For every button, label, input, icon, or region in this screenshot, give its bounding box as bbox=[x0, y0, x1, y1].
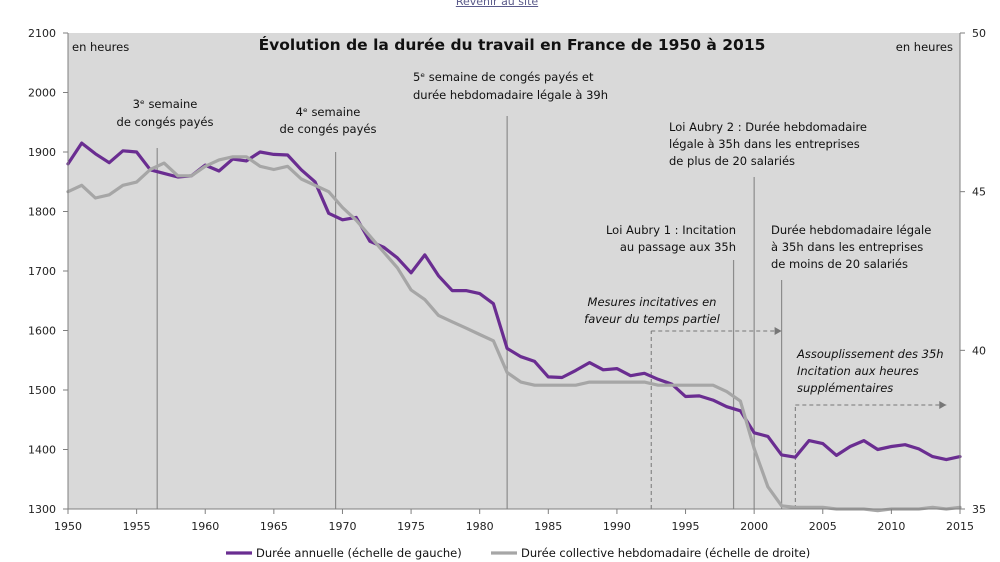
period-arrowhead bbox=[939, 401, 947, 409]
x-tick-label: 1955 bbox=[123, 520, 151, 533]
event-lines bbox=[156, 116, 783, 509]
legend-label: Durée collective hebdomadaire (échelle d… bbox=[521, 546, 810, 560]
event-label: 4ᵉ semaine bbox=[296, 105, 361, 119]
left-unit-label: en heures bbox=[72, 40, 129, 54]
x-tick-label: 2005 bbox=[809, 520, 837, 533]
event-label: à 35h dans les entreprises bbox=[771, 240, 923, 254]
period-label: Mesures incitatives en bbox=[588, 295, 717, 309]
plot-area bbox=[68, 33, 960, 509]
y-left-tick-label: 1700 bbox=[28, 265, 56, 278]
x-tick-label: 1985 bbox=[534, 520, 562, 533]
event-label: de moins de 20 salariés bbox=[771, 257, 908, 271]
back-to-site-link[interactable]: Revenir au site bbox=[455, 0, 539, 8]
event-label: de plus de 20 salariés bbox=[669, 154, 795, 168]
chart-title: Évolution de la durée du travail en Fran… bbox=[259, 35, 766, 54]
legend-label: Durée annuelle (échelle de gauche) bbox=[256, 546, 462, 560]
period-label: Assouplissement des 35h bbox=[796, 347, 944, 361]
x-tick-label: 2015 bbox=[946, 520, 974, 533]
x-tick-label: 1990 bbox=[603, 520, 631, 533]
x-tick-label: 1970 bbox=[328, 520, 356, 533]
event-label: 3ᵉ semaine bbox=[133, 97, 198, 111]
event-label: durée hebdomadaire légale à 39h bbox=[413, 88, 608, 102]
event-label: Durée hebdomadaire légale bbox=[771, 223, 931, 237]
y-right-tick-label: 40 bbox=[972, 344, 986, 357]
annotations: Évolution de la durée du travail en Fran… bbox=[72, 35, 953, 395]
x-tick-label: 1975 bbox=[397, 520, 425, 533]
event-label: de congés payés bbox=[280, 122, 377, 136]
right-unit-label: en heures bbox=[896, 40, 953, 54]
series-lines bbox=[66, 141, 962, 513]
event-label: légale à 35h dans les entreprises bbox=[669, 137, 860, 151]
y-right-tick-label: 50 bbox=[972, 27, 986, 40]
event-label: Loi Aubry 2 : Durée hebdomadaire bbox=[669, 120, 867, 134]
y-left-tick-label: 1500 bbox=[28, 384, 56, 397]
event-label: au passage aux 35h bbox=[620, 240, 736, 254]
period-label: supplémentaires bbox=[797, 381, 893, 395]
y-left-tick-label: 1600 bbox=[28, 325, 56, 338]
x-tick-label: 1995 bbox=[672, 520, 700, 533]
series-line-weekly bbox=[66, 155, 962, 513]
period-label: faveur du temps partiel bbox=[584, 312, 720, 326]
x-tick-label: 2000 bbox=[740, 520, 768, 533]
y-right-tick-label: 35 bbox=[972, 503, 986, 516]
y-left-tick-label: 2100 bbox=[28, 27, 56, 40]
x-tick-label: 1980 bbox=[466, 520, 494, 533]
event-label: 5ᵉ semaine de congés payés et bbox=[413, 70, 594, 84]
y-right-tick-label: 45 bbox=[972, 186, 986, 199]
legend: Durée annuelle (échelle de gauche) Durée … bbox=[226, 546, 810, 560]
x-tick-label: 1965 bbox=[260, 520, 288, 533]
event-label: Loi Aubry 1 : Incitation bbox=[606, 223, 736, 237]
period-arrowhead bbox=[774, 327, 782, 335]
x-tick-label: 2010 bbox=[877, 520, 905, 533]
period-label: Incitation aux heures bbox=[797, 364, 919, 378]
y-left-tick-label: 2000 bbox=[28, 87, 56, 100]
y-left-tick-label: 1800 bbox=[28, 206, 56, 219]
y-left-tick-label: 1300 bbox=[28, 503, 56, 516]
x-tick-label: 1950 bbox=[54, 520, 82, 533]
event-label: de congés payés bbox=[117, 115, 214, 129]
x-tick-label: 1960 bbox=[191, 520, 219, 533]
axes: 1950 1955 1960 1965 1970 1975 1980 1985 1990 1995… bbox=[28, 27, 986, 533]
series-line-annual bbox=[66, 141, 962, 462]
y-left-tick-label: 1400 bbox=[28, 444, 56, 457]
y-left-tick-label: 1900 bbox=[28, 146, 56, 159]
